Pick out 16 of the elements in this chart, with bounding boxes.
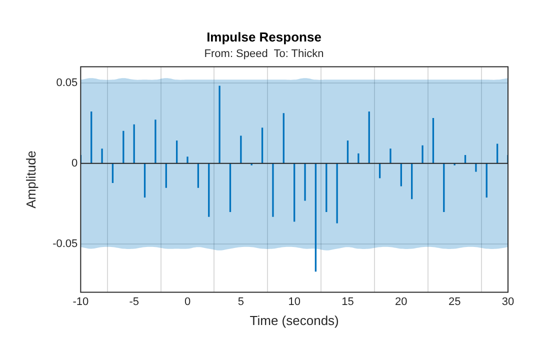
x-tick-label: 20 [395, 296, 408, 308]
x-tick-label: 0 [184, 296, 191, 308]
x-tick-label: 15 [342, 296, 354, 308]
x-axis-title: Time (seconds) [250, 312, 339, 328]
x-tick-label: -5 [129, 296, 139, 308]
x-tick-label: 5 [238, 296, 244, 308]
chart-subtitle: From: Speed To: Thickn [204, 48, 324, 60]
y-tick-label: 0.05 [56, 76, 78, 89]
x-tick-label: -10 [72, 296, 89, 308]
x-tick-label: 30 [502, 296, 514, 308]
x-tick-label: 25 [448, 296, 461, 308]
y-tick-label: -0.05 [52, 238, 78, 250]
y-tick-label: 0 [72, 157, 78, 170]
y-axis-title: Amplitude [23, 150, 38, 208]
x-tick-label: 10 [288, 296, 300, 308]
chart-title: Impulse Response [206, 29, 322, 44]
